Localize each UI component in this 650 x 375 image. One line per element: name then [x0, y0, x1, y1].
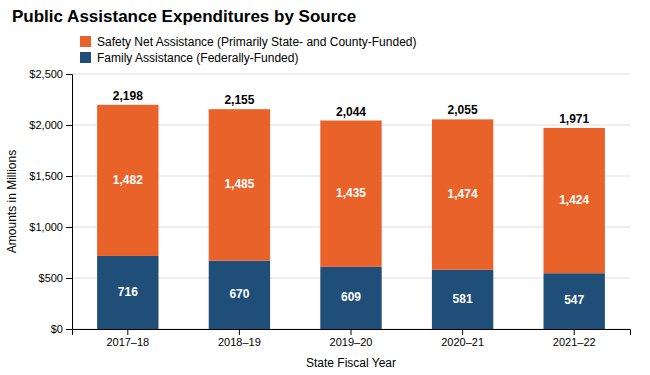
y-axis-title: Amounts in Millions — [5, 150, 19, 253]
chart: Public Assistance Expenditures by Source… — [0, 0, 650, 375]
tick: $1,000 — [29, 221, 72, 233]
bar — [544, 128, 605, 273]
bar-label: 1,424 — [559, 193, 589, 207]
tick-mark — [66, 329, 72, 330]
bar-label: 1,482 — [113, 173, 143, 187]
bar — [544, 273, 605, 329]
grid-line — [72, 74, 630, 75]
legend-label: Family Assistance (Federally-Funded) — [97, 51, 298, 65]
total-label: 1,971 — [559, 112, 589, 126]
legend-item: Safety Net Assistance (Primarily State- … — [80, 35, 416, 49]
tick-label: 2017–18 — [106, 336, 149, 348]
tick: 2021–22 — [553, 329, 596, 348]
tick-label: $2,500 — [29, 68, 63, 80]
title: Public Assistance Expenditures by Source — [12, 7, 356, 26]
bar — [320, 121, 381, 267]
tick-label: $1,000 — [29, 221, 63, 233]
tick: 2020–21 — [441, 329, 484, 348]
tick: $1,500 — [29, 170, 72, 182]
bar-label: 547 — [564, 293, 584, 307]
tick: 2019–20 — [330, 329, 373, 348]
tick-mark — [239, 329, 240, 335]
bar-label: 609 — [341, 290, 361, 304]
tick-label: 2018–19 — [218, 336, 261, 348]
tick-mark — [462, 329, 463, 335]
bar — [97, 256, 158, 329]
tick: $0 — [51, 323, 72, 335]
tick-mark — [66, 278, 72, 279]
tick: $500 — [39, 272, 72, 284]
tick: 2017–18 — [106, 329, 149, 348]
axis-line — [66, 75, 73, 330]
total-label: 2,044 — [336, 105, 366, 119]
tick: $2,000 — [29, 119, 72, 131]
tick-mark — [574, 329, 575, 335]
tick-label: 2021–22 — [553, 336, 596, 348]
tick-label: $1,500 — [29, 170, 63, 182]
tick-label: 2019–20 — [330, 336, 373, 348]
legend-label: Safety Net Assistance (Primarily State- … — [97, 35, 416, 49]
tick-label: $0 — [51, 323, 63, 335]
tick-mark — [66, 227, 72, 228]
bar — [432, 270, 493, 329]
tick-mark — [66, 176, 72, 177]
total-label: 2,198 — [113, 89, 143, 103]
legend-swatch — [80, 36, 91, 47]
bars — [97, 105, 605, 329]
bar-label: 581 — [453, 292, 473, 306]
bar-label: 1,474 — [448, 187, 478, 201]
bar — [209, 109, 270, 260]
tick-label: $500 — [39, 272, 63, 284]
x-axis: 2017–18 2018–19 2019–20 2020–21 2021–22 — [73, 329, 631, 348]
bar — [97, 105, 158, 256]
legend-swatch — [80, 52, 91, 63]
x-axis-title: State Fiscal Year — [306, 356, 396, 370]
tick: $2,500 — [29, 68, 72, 80]
tick-label: $2,000 — [29, 119, 63, 131]
bar — [432, 119, 493, 269]
total-label: 2,155 — [224, 93, 254, 107]
bar-label: 1,435 — [336, 186, 366, 200]
tick-label: 2020–21 — [441, 336, 484, 348]
bar-label: 1,485 — [224, 177, 254, 191]
legend-item: Family Assistance (Federally-Funded) — [80, 51, 298, 65]
y-axis: $0 $500 $1,000 $1,500 $2,000 $2,500 — [29, 68, 72, 335]
bar — [320, 267, 381, 329]
bar-label: 716 — [118, 285, 138, 299]
tick-mark — [66, 74, 72, 75]
axis-line — [73, 330, 631, 336]
tick-mark — [127, 329, 128, 335]
tick-mark — [66, 125, 72, 126]
legend: Safety Net Assistance (Primarily State- … — [80, 35, 416, 65]
total-label: 2,055 — [448, 103, 478, 117]
tick: 2018–19 — [218, 329, 261, 348]
grid — [72, 74, 630, 329]
tick-mark — [351, 329, 352, 335]
bar-label: 670 — [229, 287, 249, 301]
bar — [209, 261, 270, 329]
plot: 716 670 609 581 547 1,482 1,485 1,435 1,474 1,424… — [29, 68, 630, 348]
data-labels: 716 670 609 581 547 1,482 1,485 1,435 1,474 1,424… — [113, 89, 590, 307]
